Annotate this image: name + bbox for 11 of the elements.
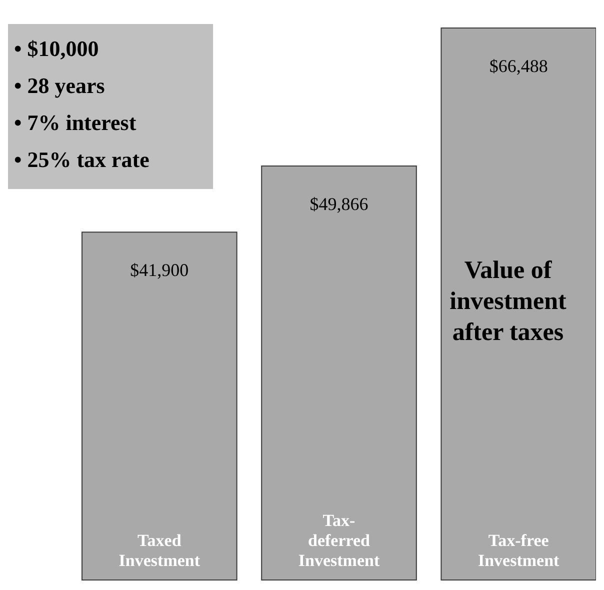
annotation: • 25% tax rate: [14, 147, 150, 172]
annotation: • 28 years: [14, 73, 106, 98]
x-tick-label: Tax- deferred Investment: [298, 511, 380, 570]
data-label: $66,488: [489, 56, 548, 76]
data-label: $41,900: [130, 260, 189, 280]
text: Value of investment after taxes: [450, 257, 567, 346]
annotation: • 7% interest: [14, 110, 137, 135]
annotation: • $10,000: [14, 36, 99, 61]
x-tick-label: Tax-free Investment: [478, 531, 560, 570]
data-label: $49,866: [310, 194, 368, 214]
x-tick-label: Taxed Investment: [118, 531, 200, 570]
